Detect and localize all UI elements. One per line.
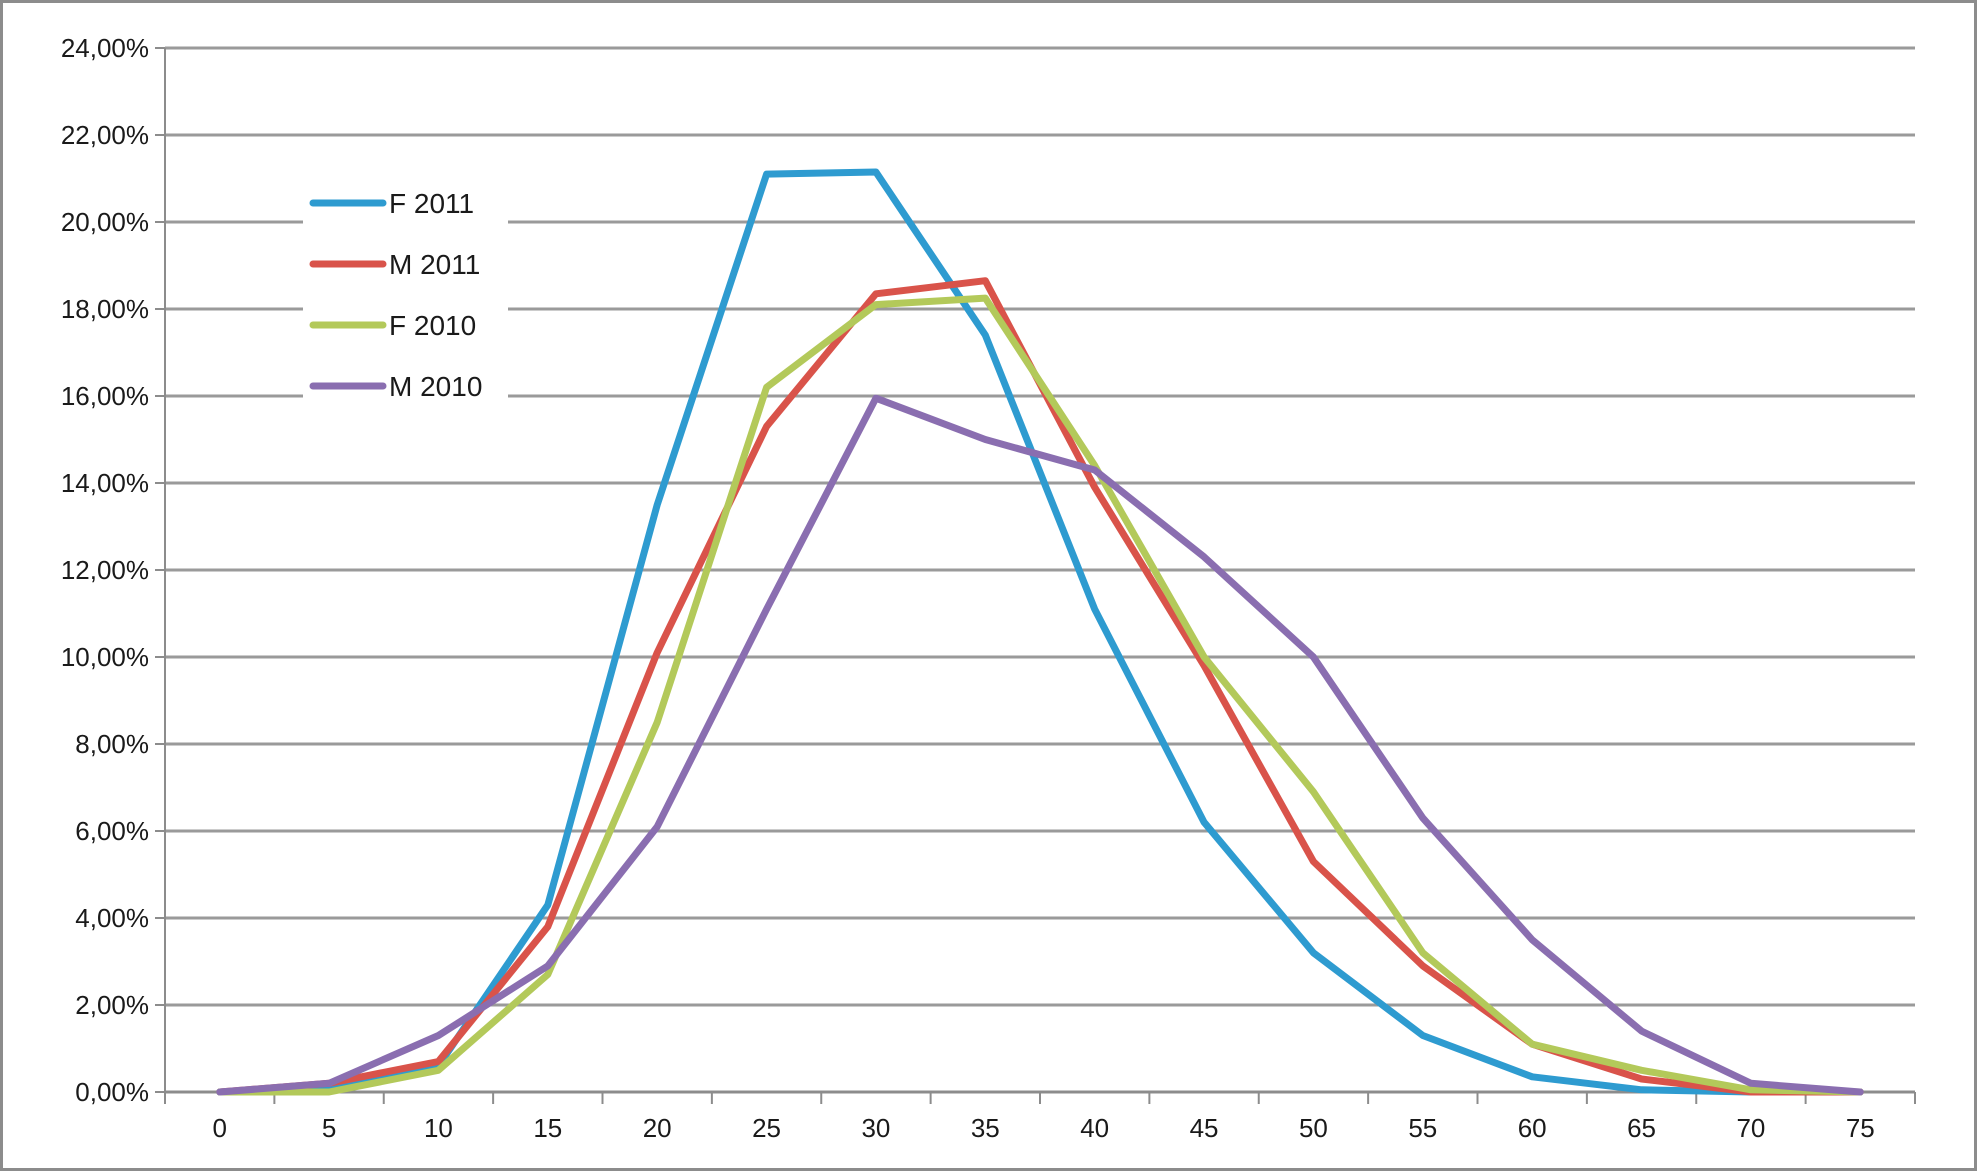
legend-label: M 2010 (389, 371, 482, 402)
y-tick-label: 2,00% (75, 990, 149, 1020)
y-tick-label: 10,00% (61, 642, 149, 672)
x-tick-label: 60 (1518, 1113, 1547, 1143)
y-tick-label: 14,00% (61, 468, 149, 498)
x-tick-label: 75 (1846, 1113, 1875, 1143)
y-tick-label: 12,00% (61, 555, 149, 585)
x-tick-label: 65 (1627, 1113, 1656, 1143)
legend-background (303, 167, 508, 423)
x-tick-label: 25 (752, 1113, 781, 1143)
legend: F 2011 M 2011 F 2010 M 2010 (303, 167, 508, 423)
y-tick-label: 8,00% (75, 729, 149, 759)
x-tick-label: 5 (322, 1113, 336, 1143)
x-tick-label: 10 (424, 1113, 453, 1143)
x-tick-label: 0 (212, 1113, 226, 1143)
x-tick-label: 50 (1299, 1113, 1328, 1143)
gridlines (165, 46, 1915, 1007)
y-tick-label: 6,00% (75, 816, 149, 846)
legend-label: F 2010 (389, 310, 476, 341)
y-tick-label: 24,00% (61, 33, 149, 63)
x-tick-label: 20 (643, 1113, 672, 1143)
y-tick-label: 20,00% (61, 207, 149, 237)
x-tick-label: 70 (1736, 1113, 1765, 1143)
y-tick-label: 22,00% (61, 120, 149, 150)
series-lines (216, 168, 1864, 1096)
x-tick-label: 35 (971, 1113, 1000, 1143)
x-tick-label: 30 (861, 1113, 890, 1143)
y-tick-label: 16,00% (61, 381, 149, 411)
axes: 0,00% 2,00% 4,00% 6,00% 8,00% 10,00% 12,00% 14,… (61, 33, 1916, 1143)
legend-label: F 2011 (389, 188, 474, 219)
y-tick-label: 18,00% (61, 294, 149, 324)
series-line-m-2010 (216, 394, 1864, 1096)
line-chart: 0,00% 2,00% 4,00% 6,00% 8,00% 10,00% 12,00% 14,… (61, 33, 1916, 1143)
x-tick-label: 40 (1080, 1113, 1109, 1143)
y-tick-label: 0,00% (75, 1077, 149, 1107)
series-line-f-2011 (216, 168, 1864, 1096)
y-tick-label: 4,00% (75, 903, 149, 933)
x-tick-label: 55 (1408, 1113, 1437, 1143)
x-tick-label: 15 (533, 1113, 562, 1143)
x-tick-label: 45 (1190, 1113, 1219, 1143)
legend-label: M 2011 (389, 249, 480, 280)
series-line-f-2010 (216, 294, 1864, 1096)
